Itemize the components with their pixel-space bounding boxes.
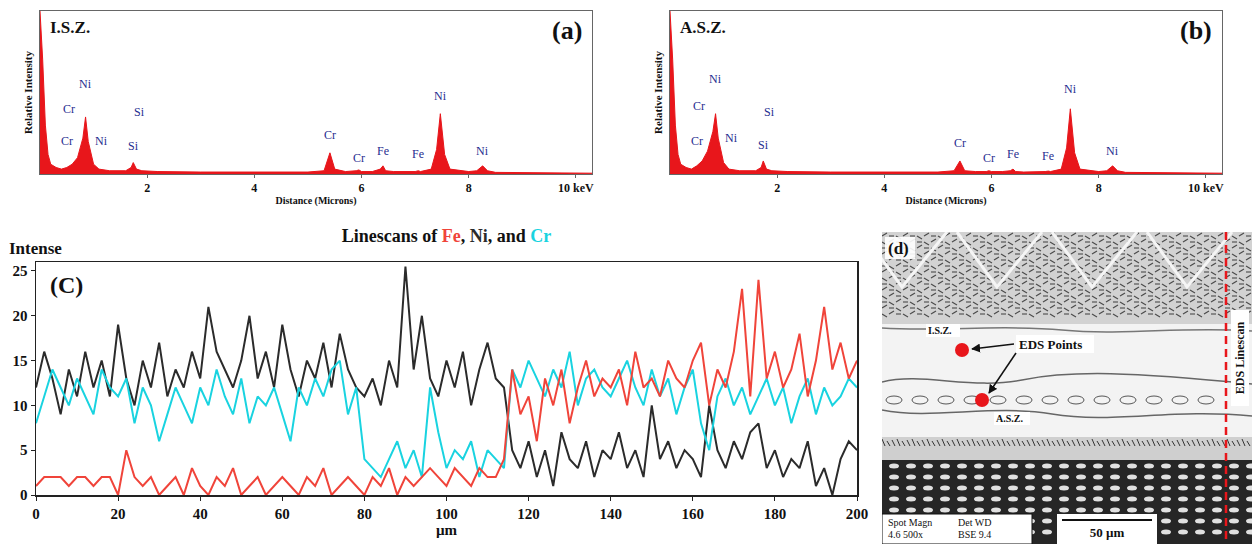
svg-text:EDS Linescan: EDS Linescan: [1233, 322, 1247, 395]
svg-text:I.S.Z.: I.S.Z.: [50, 18, 90, 37]
svg-text:6: 6: [359, 181, 365, 195]
svg-text:Cr: Cr: [61, 134, 73, 148]
svg-text:Intense: Intense: [9, 239, 62, 258]
svg-text:Cr: Cr: [324, 128, 336, 142]
svg-text:Si: Si: [758, 138, 769, 152]
svg-text:Ni: Ni: [476, 144, 489, 158]
svg-text:Fe: Fe: [1042, 149, 1054, 163]
svg-text:160: 160: [682, 506, 705, 522]
svg-text:Ni: Ni: [434, 89, 447, 103]
svg-text:5: 5: [20, 442, 28, 458]
svg-text:BSE 9.4: BSE 9.4: [958, 529, 991, 540]
svg-text:Cr: Cr: [693, 99, 705, 113]
svg-text:Cr: Cr: [353, 151, 365, 165]
svg-text:25: 25: [13, 263, 28, 279]
svg-text:Ni: Ni: [725, 131, 738, 145]
svg-text:I.S.Z.: I.S.Z.: [928, 325, 952, 336]
svg-text:8: 8: [466, 181, 472, 195]
svg-text:2: 2: [774, 181, 780, 195]
svg-text:180: 180: [764, 506, 787, 522]
svg-text:50 µm: 50 µm: [1090, 525, 1125, 540]
svg-text:Distance (Microns): Distance (Microns): [275, 195, 356, 207]
svg-text:120: 120: [517, 506, 540, 522]
svg-text:0: 0: [32, 506, 40, 522]
svg-text:Cr: Cr: [983, 151, 995, 165]
svg-text:140: 140: [599, 506, 622, 522]
svg-text:Distance (Microns): Distance (Microns): [905, 195, 986, 207]
svg-text:4.6 500x: 4.6 500x: [888, 529, 923, 540]
svg-text:A.S.Z.: A.S.Z.: [996, 413, 1023, 424]
svg-text:15: 15: [13, 353, 28, 369]
svg-text:2: 2: [144, 181, 150, 195]
svg-text:Det WD: Det WD: [958, 517, 991, 528]
svg-text:200: 200: [846, 506, 869, 522]
svg-text:Linescans of Fe, Ni, and Cr: Linescans of Fe, Ni, and Cr: [342, 226, 552, 246]
svg-text:Ni: Ni: [1106, 144, 1119, 158]
svg-text:(a): (a): [552, 16, 582, 45]
svg-text:40: 40: [193, 506, 208, 522]
svg-text:EDS Points: EDS Points: [1019, 337, 1082, 352]
svg-text:Cr: Cr: [954, 136, 966, 150]
svg-text:4: 4: [881, 181, 887, 195]
svg-text:Si: Si: [134, 105, 145, 119]
svg-text:Fe: Fe: [377, 144, 389, 158]
svg-text:Relative Intensity: Relative Intensity: [22, 51, 34, 134]
svg-text:4: 4: [251, 181, 257, 195]
svg-text:8: 8: [1096, 181, 1102, 195]
svg-text:Ni: Ni: [1064, 82, 1077, 96]
svg-text:(b): (b): [1180, 16, 1212, 45]
svg-text:Cr: Cr: [63, 102, 75, 116]
svg-text:80: 80: [357, 506, 372, 522]
svg-text:100: 100: [435, 506, 458, 522]
svg-text:Relative Intensity: Relative Intensity: [652, 51, 664, 134]
svg-text:10 keV: 10 keV: [558, 181, 594, 195]
svg-text:µm: µm: [436, 522, 458, 538]
svg-text:Si: Si: [764, 105, 775, 119]
svg-text:60: 60: [275, 506, 290, 522]
svg-text:Ni: Ni: [709, 72, 722, 86]
svg-text:Ni: Ni: [95, 134, 108, 148]
svg-text:A.S.Z.: A.S.Z.: [680, 18, 726, 37]
svg-text:Si: Si: [128, 139, 139, 153]
svg-text:(d): (d): [888, 239, 909, 258]
svg-text:Ni: Ni: [79, 77, 92, 91]
svg-text:10 keV: 10 keV: [1188, 181, 1224, 195]
svg-text:Fe: Fe: [1007, 147, 1019, 161]
svg-text:(C): (C): [50, 272, 83, 298]
svg-text:Fe: Fe: [412, 147, 424, 161]
svg-text:20: 20: [13, 308, 28, 324]
svg-text:6: 6: [989, 181, 995, 195]
svg-text:Spot Magn: Spot Magn: [888, 517, 932, 528]
svg-text:Cr: Cr: [691, 134, 703, 148]
svg-text:0: 0: [20, 487, 28, 503]
svg-text:10: 10: [13, 398, 28, 414]
svg-text:20: 20: [111, 506, 126, 522]
